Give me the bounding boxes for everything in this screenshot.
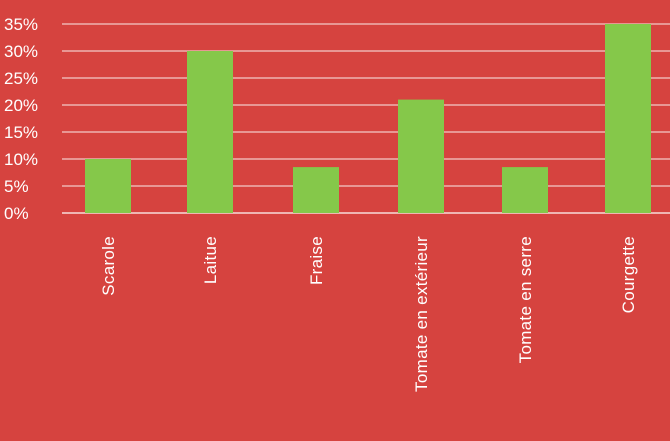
- bar-scarole: [85, 159, 131, 213]
- bar-tomate-en-serre: [502, 167, 548, 213]
- x-category-label: Tomate en extérieur: [412, 236, 431, 392]
- y-tick-label: 10%: [4, 150, 38, 169]
- y-axis-ticks: 0% 5% 10% 15% 20% 25% 30% 35%: [4, 15, 38, 223]
- bar-courgette: [605, 24, 651, 213]
- y-tick-label: 0%: [4, 204, 29, 223]
- x-category-label: Laitue: [201, 236, 220, 284]
- x-category-label: Tomate en serre: [516, 236, 535, 363]
- y-tick-label: 15%: [4, 123, 38, 142]
- x-category-label: Fraise: [307, 236, 326, 285]
- y-tick-label: 35%: [4, 15, 38, 34]
- gridlines: [62, 23, 670, 214]
- x-category-label: Scarole: [99, 236, 118, 296]
- y-tick-label: 25%: [4, 69, 38, 88]
- x-axis-labels: Scarole Laitue Fraise Tomate en extérieur To…: [99, 236, 638, 392]
- bar-fraise: [293, 167, 339, 213]
- y-tick-label: 30%: [4, 42, 38, 61]
- bar-laitue: [187, 51, 233, 213]
- y-tick-label: 20%: [4, 96, 38, 115]
- bars: [85, 24, 651, 213]
- bar-tomate-en-ext-rieur: [398, 99, 444, 213]
- x-category-label: Courgette: [619, 236, 638, 313]
- y-tick-label: 5%: [4, 177, 29, 196]
